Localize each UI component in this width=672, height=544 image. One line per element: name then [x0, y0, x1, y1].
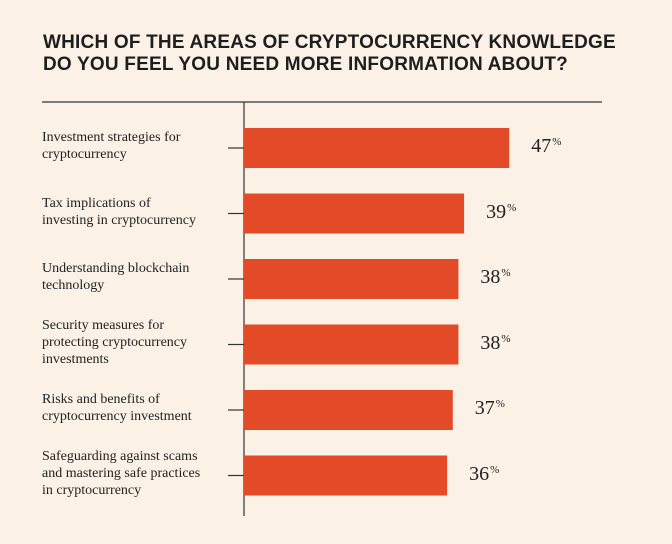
value-number: 39: [486, 200, 507, 223]
category-label-line: Investment strategies for: [42, 130, 181, 145]
category-label-line: cryptocurrency investment: [42, 409, 192, 424]
category-label-line: cryptocurrency: [42, 147, 127, 162]
value-label-3: 38%: [480, 266, 510, 289]
category-label-line: investing in cryptocurrency: [42, 212, 196, 228]
category-label-line: Risks and benefits of: [42, 392, 160, 407]
category-label-1: Investment strategies for cryptocurrency: [42, 129, 242, 163]
bar-6: [244, 455, 448, 496]
bar-5: [244, 390, 453, 430]
bar-2: [244, 193, 465, 234]
value-suffix: %: [501, 332, 511, 345]
bar-4: [244, 324, 459, 365]
category-label-3: Understanding blockchain technology: [42, 260, 242, 294]
value-suffix: %: [552, 136, 562, 148]
value-suffix: %: [501, 267, 511, 279]
value-label-1: 47%: [531, 135, 561, 158]
category-label-2: Tax implications of investing in cryptocu…: [42, 195, 242, 229]
value-number: 38: [480, 331, 501, 354]
category-label-line: in cryptocurrency: [42, 483, 142, 498]
value-suffix: %: [490, 463, 500, 476]
value-number: 47: [531, 135, 552, 157]
chart-title: WHICH OF THE AREAS OF CRYPTOCURRENCY KNO…: [43, 32, 643, 76]
category-label-6: Safeguarding against scams and mastering …: [42, 448, 242, 499]
category-label-4: Security measures for protecting cryptocu…: [42, 317, 242, 368]
bar-3: [244, 259, 459, 299]
value-label-2: 39%: [486, 201, 516, 224]
value-label-6: 36%: [469, 463, 499, 486]
value-number: 36: [469, 462, 490, 485]
category-label-line: Understanding blockchain: [42, 261, 190, 276]
value-label-5: 37%: [475, 397, 505, 420]
category-label-line: and mastering safe practices: [42, 466, 201, 481]
chart-title-line-1: WHICH OF THE AREAS OF CRYPTOCURRENCY KNO…: [43, 32, 616, 53]
category-label-line: Security measures for: [42, 318, 165, 333]
value-suffix: %: [507, 201, 517, 214]
category-label-line: Tax implications of: [42, 195, 151, 211]
category-label-line: technology: [42, 278, 105, 293]
bar-1: [244, 128, 510, 168]
chart-title-line-2: DO YOU FEEL YOU NEED MORE INFORMATION AB…: [43, 54, 568, 75]
value-suffix: %: [495, 398, 505, 410]
category-label-line: Safeguarding against scams: [42, 449, 198, 464]
category-label-5: Risks and benefits of cryptocurrency inve…: [42, 391, 242, 425]
value-number: 37: [474, 397, 495, 419]
value-number: 38: [480, 266, 501, 288]
value-label-4: 38%: [480, 332, 510, 355]
category-label-line: protecting cryptocurrency: [42, 335, 187, 350]
category-label-line: investments: [42, 352, 109, 367]
